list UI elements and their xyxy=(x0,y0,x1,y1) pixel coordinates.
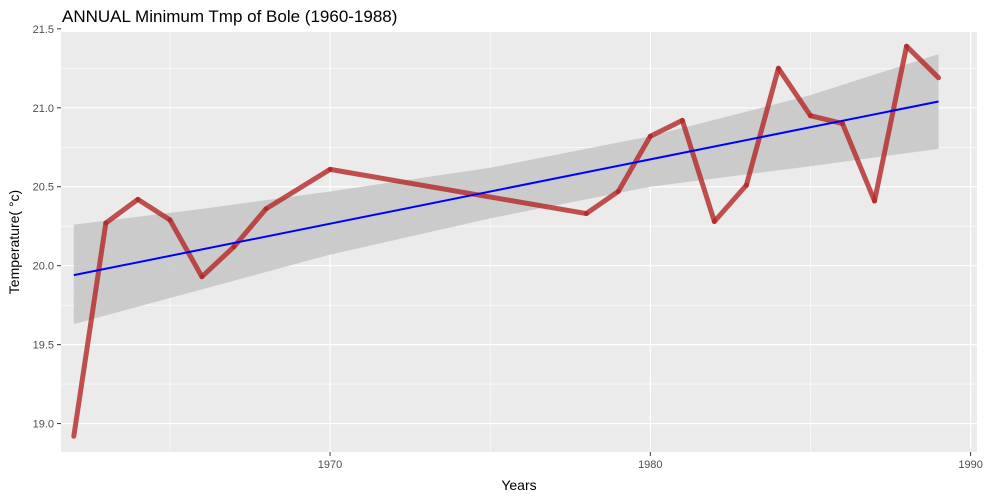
observed-line-segment xyxy=(872,43,910,204)
observed-line-segment xyxy=(711,182,749,224)
x-axis-title: Years xyxy=(501,477,536,493)
linear-fit-line xyxy=(73,100,939,277)
x-tick-label: 1990 xyxy=(958,459,982,471)
observed-line-segment xyxy=(583,188,621,217)
x-tick-label: 1980 xyxy=(638,459,662,471)
observed-line-segment xyxy=(775,65,813,119)
y-tick-label: 19.0 xyxy=(33,419,54,431)
x-tick-label: 1970 xyxy=(318,459,342,471)
x-axis: 1970 1980 1990 xyxy=(318,452,983,471)
observed-line-segment xyxy=(71,220,109,439)
observed-line-segment xyxy=(199,244,237,280)
observed-line-segment xyxy=(103,196,141,226)
observed-line-segment xyxy=(679,117,717,224)
series-layer xyxy=(71,43,942,439)
observed-line-segment xyxy=(231,206,269,250)
observed-line-segment xyxy=(263,166,333,212)
chart-title: ANNUAL Minimum Tmp of Bole (1960-1988) xyxy=(62,7,398,26)
observed-line-segment xyxy=(647,117,685,139)
observed-line-segment xyxy=(904,43,942,81)
observed-line-segment xyxy=(615,133,653,194)
observed-line-segment xyxy=(167,217,205,280)
observed-line-segment xyxy=(135,196,173,223)
y-axis: 19.0 19.5 20.0 20.5 21.0 21.5 xyxy=(33,24,61,431)
y-tick-label: 20.0 xyxy=(33,261,54,273)
y-axis-title: Temperature( °c) xyxy=(6,190,22,294)
y-tick-label: 20.5 xyxy=(33,182,54,194)
y-tick-label: 19.5 xyxy=(33,340,54,352)
observed-line-segment xyxy=(327,166,589,217)
y-tick-label: 21.5 xyxy=(33,24,54,36)
major-gridlines xyxy=(61,28,977,452)
y-tick-label: 21.0 xyxy=(33,103,54,115)
observed-line-segment xyxy=(839,121,878,204)
observed-line-segment xyxy=(743,65,781,188)
